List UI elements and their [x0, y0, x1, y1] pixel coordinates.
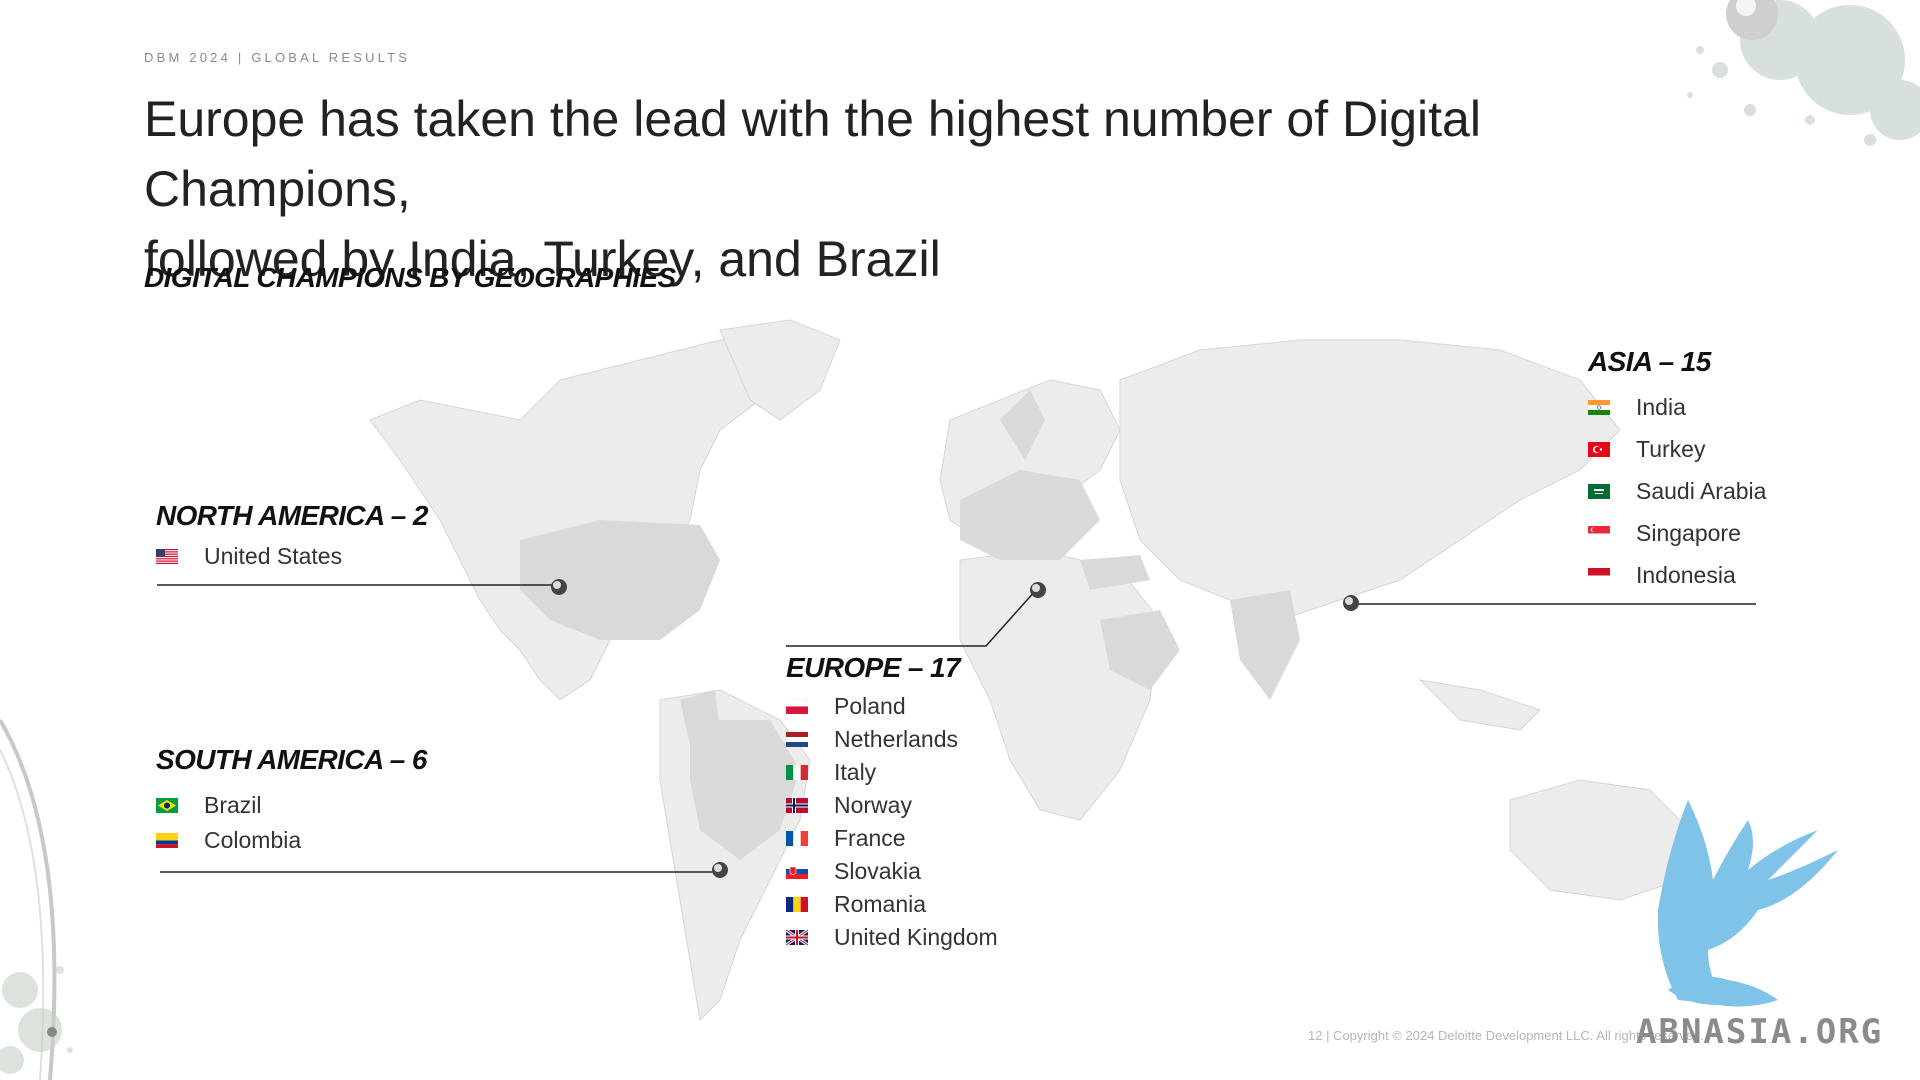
page-title-line-1: Europe has taken the lead with the highe… [144, 91, 1481, 217]
country-name: Norway [834, 792, 912, 818]
region-title-europe: EUROPE – 17 [786, 652, 961, 683]
country-name: Slovakia [834, 858, 921, 884]
country-name: United States [204, 543, 343, 569]
flag-singapore-icon [1588, 525, 1610, 541]
country-name: Netherlands [834, 726, 959, 752]
page-title-line-2: followed by India, Turkey, and Brazil [144, 231, 941, 287]
region-title-north-america: NORTH AMERICA – 2 [156, 500, 429, 531]
region-south-america: SOUTH AMERICA – 6 Brazil Colombia [156, 744, 427, 858]
country-name: Brazil [204, 792, 262, 818]
country-name: Colombia [204, 827, 302, 853]
connector-europe [786, 589, 1037, 647]
flag-france-icon [786, 831, 808, 846]
flag-saudi-arabia-icon [1588, 483, 1610, 499]
flag-turkey-icon [1588, 441, 1610, 457]
decorative-splash-top [1687, 0, 1920, 146]
country-name: France [834, 825, 906, 851]
flag-slovakia-icon [786, 864, 808, 879]
region-title-south-america: SOUTH AMERICA – 6 [156, 744, 427, 775]
country-name: Saudi Arabia [1636, 477, 1767, 504]
country-item: United Kingdom [786, 921, 998, 954]
flag-netherlands-icon [786, 732, 808, 747]
page-title: Europe has taken the lead with the highe… [144, 84, 1744, 294]
decorative-ring-left [0, 718, 73, 1080]
country-item: Singapore [1588, 512, 1766, 554]
pin-icon [551, 579, 567, 595]
country-name: Italy [834, 759, 877, 785]
flag-brazil-icon [156, 798, 178, 813]
region-asia: ASIA – 15 India Turkey Saudi Arabia Sing… [1588, 346, 1766, 596]
country-name: United Kingdom [834, 924, 998, 950]
country-item: France [786, 822, 998, 855]
country-item: India [1588, 386, 1766, 428]
country-item: Saudi Arabia [1588, 470, 1766, 512]
flag-india-icon [1588, 399, 1610, 415]
country-name: India [1636, 393, 1686, 420]
country-item: United States [156, 540, 428, 573]
country-name: Indonesia [1636, 561, 1736, 588]
region-title-asia: ASIA – 15 [1588, 346, 1711, 377]
country-item: Turkey [1588, 428, 1766, 470]
country-item: Netherlands [786, 723, 998, 756]
flag-colombia-icon [156, 833, 178, 848]
region-europe: EUROPE – 17 Poland Netherlands Italy Nor… [786, 652, 998, 954]
flag-indonesia-icon [1588, 567, 1610, 583]
country-item: Slovakia [786, 855, 998, 888]
griffin-logo [1657, 800, 1838, 1007]
pin-icon [1030, 582, 1046, 598]
country-item: Poland [786, 690, 998, 723]
pins [551, 579, 1359, 878]
flag-united-kingdom-icon [786, 930, 808, 945]
country-name: Romania [834, 891, 927, 917]
flag-italy-icon [786, 765, 808, 780]
country-name: Turkey [1636, 435, 1706, 462]
country-item: Brazil [156, 788, 427, 823]
flag-poland-icon [786, 699, 808, 714]
country-item: Indonesia [1588, 554, 1766, 596]
pin-icon [1343, 595, 1359, 611]
flag-romania-icon [786, 897, 808, 912]
country-item: Norway [786, 789, 998, 822]
country-name: Poland [834, 693, 906, 719]
country-item: Colombia [156, 823, 427, 858]
country-name: Singapore [1636, 519, 1741, 546]
section-title: DIGITAL CHAMPIONS BY GEOGRAPHIES [144, 262, 676, 293]
footer-copyright: 12 | Copyright © 2024 Deloitte Developme… [1308, 1028, 1704, 1043]
flag-united-states-icon [156, 549, 178, 564]
map-highlight-countries [520, 390, 1300, 860]
eyebrow-label: DBM 2024 | GLOBAL RESULTS [144, 50, 411, 65]
flag-norway-icon [786, 798, 808, 813]
connector-lines [157, 584, 1756, 873]
region-north-america: NORTH AMERICA – 2 United States [156, 500, 429, 573]
watermark-text: ABNASIA.ORG [1636, 1012, 1884, 1052]
country-item: Italy [786, 756, 998, 789]
pin-icon [712, 862, 728, 878]
country-item: Romania [786, 888, 998, 921]
